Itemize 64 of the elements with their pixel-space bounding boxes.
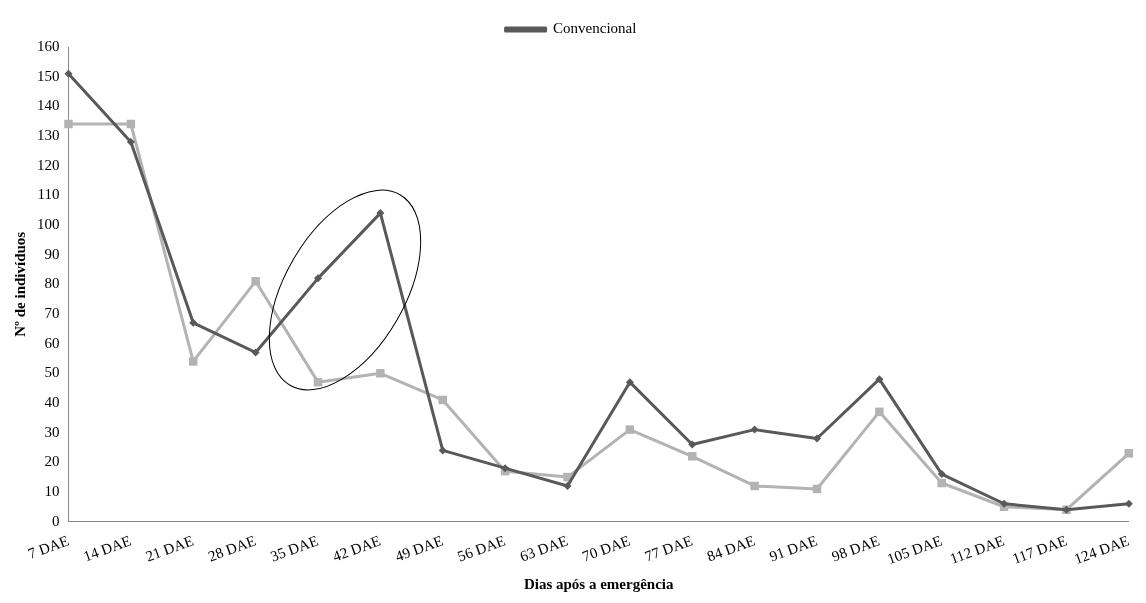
- x-tick-label: 105 DAE: [884, 532, 945, 568]
- point: [64, 119, 73, 129]
- point: [251, 348, 260, 357]
- x-axis-title: Dias após a emergência: [523, 575, 674, 592]
- point: [376, 369, 385, 378]
- point: [937, 470, 946, 479]
- point: [1124, 499, 1133, 508]
- x-tick-label: 84 DAE: [704, 532, 757, 565]
- x-tick-label: 117 DAE: [1010, 532, 1069, 567]
- y-tick-label: 80: [44, 275, 60, 292]
- y-tick-label: 140: [37, 97, 60, 114]
- x-tick-label: 63 DAE: [517, 532, 570, 565]
- legend-label: Convencional: [553, 20, 637, 37]
- point: [750, 425, 759, 434]
- point: [687, 452, 697, 461]
- x-tick-label: 70 DAE: [580, 532, 633, 565]
- y-tick-label: 30: [44, 423, 60, 440]
- point: [376, 209, 385, 218]
- point: [875, 375, 884, 384]
- y-tick-label: 20: [44, 453, 60, 470]
- point: [750, 481, 759, 491]
- y-tick-label: 130: [37, 126, 60, 143]
- point: [812, 434, 821, 443]
- point: [313, 274, 322, 283]
- x-tick-label: 21 DAE: [143, 532, 196, 565]
- x-tick-label: 56 DAE: [455, 532, 508, 565]
- x-tick-label: 91 DAE: [767, 532, 820, 565]
- y-tick-label: 70: [44, 304, 60, 321]
- point: [438, 395, 447, 405]
- x-tick-label: 77 DAE: [642, 532, 695, 565]
- y-tick-label: 40: [44, 393, 60, 410]
- x-tick-label: 98 DAE: [829, 532, 882, 565]
- y-tick-label: 90: [44, 245, 60, 262]
- y-tick-label: 10: [44, 482, 60, 499]
- point: [1124, 449, 1134, 458]
- point: [563, 481, 572, 490]
- x-tick-label: 49 DAE: [393, 532, 446, 565]
- y-tick-label: 110: [37, 186, 60, 203]
- y-tick-label: 120: [37, 156, 60, 173]
- x-tick-label: 112 DAE: [947, 532, 1007, 567]
- point: [438, 446, 447, 455]
- x-tick-label: 42 DAE: [330, 532, 383, 565]
- point: [625, 378, 634, 387]
- point: [189, 318, 198, 327]
- y-tick-label: 100: [37, 215, 60, 232]
- x-tick-label: 124 DAE: [1072, 532, 1132, 568]
- y-tick-label: 60: [44, 334, 60, 351]
- point: [251, 277, 260, 286]
- point: [625, 425, 635, 434]
- y-axis-title: Nº de indivíduos: [11, 231, 28, 337]
- y-tick-label: 0: [52, 512, 60, 529]
- x-tick-label: 35 DAE: [268, 532, 321, 565]
- x-tick-label: 7 DAE: [25, 532, 71, 562]
- point: [688, 440, 697, 449]
- point: [189, 357, 198, 366]
- y-tick-label: 50: [44, 364, 60, 381]
- y-tick-label: 160: [37, 37, 60, 54]
- y-tick-label: 150: [37, 67, 60, 84]
- x-tick-label: 28 DAE: [205, 532, 258, 565]
- x-tick-label: 14 DAE: [81, 532, 134, 565]
- point: [126, 137, 135, 146]
- point: [64, 69, 73, 78]
- point: [937, 478, 946, 488]
- point: [875, 407, 884, 417]
